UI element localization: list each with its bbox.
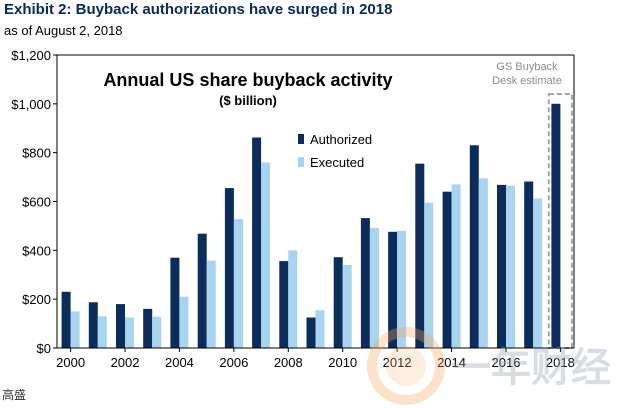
- bar-authorized-2002: [116, 304, 125, 348]
- y-tick-label: $0: [37, 341, 51, 356]
- bar-executed-2008: [288, 250, 298, 348]
- bar-authorized-2013: [415, 163, 425, 348]
- bar-authorized-2004: [170, 257, 180, 348]
- bar-authorized-2012: [388, 231, 398, 348]
- bar-executed-2005: [206, 260, 216, 348]
- bar-authorized-2017: [524, 181, 534, 348]
- bar-authorized-2003: [143, 308, 153, 348]
- y-tick-label: $400: [22, 243, 51, 258]
- estimate-annotation-line1: GS Buyback: [496, 61, 558, 73]
- bar-executed-2000: [70, 311, 80, 348]
- bar-executed-2003: [152, 316, 162, 348]
- estimate-annotation-line2: Desk estimate: [492, 75, 562, 87]
- bar-executed-2001: [97, 316, 107, 348]
- x-tick-label: 2006: [219, 355, 248, 370]
- bar-executed-2011: [369, 227, 379, 348]
- bar-executed-2016: [506, 185, 515, 348]
- x-tick-label: 2000: [56, 355, 85, 370]
- source-label: 高盛: [2, 388, 27, 402]
- bar-executed-2009: [315, 310, 325, 348]
- bar-authorized-2014: [442, 191, 452, 348]
- date-subtitle: as of August 2, 2018: [4, 23, 123, 38]
- watermark-logo: 一年财经: [367, 327, 611, 405]
- watermark-circle-icon: [367, 327, 445, 405]
- bar-executed-2010: [342, 265, 352, 348]
- chart-unit-subtitle: ($ billion): [219, 93, 277, 108]
- bar-authorized-2010: [333, 257, 343, 348]
- y-tick-label: $1,200: [11, 48, 51, 63]
- x-tick-label: 2002: [111, 355, 140, 370]
- bar-authorized-2001: [88, 302, 98, 348]
- bar-authorized-2000: [61, 291, 71, 348]
- y-tick-label: $1,000: [11, 97, 51, 112]
- bar-executed-2007: [261, 162, 271, 348]
- y-tick-label: $600: [22, 195, 51, 210]
- bar-executed-2013: [424, 202, 434, 348]
- bar-authorized-2016: [497, 184, 506, 348]
- y-tick-label: $200: [22, 292, 51, 307]
- bar-executed-2004: [179, 296, 189, 348]
- watermark-inner-icon: [386, 346, 426, 386]
- bar-authorized-2009: [306, 317, 316, 348]
- exhibit-title: Exhibit 2: Buyback authorizations have s…: [4, 1, 393, 18]
- bar-executed-2015: [478, 178, 488, 348]
- legend-swatch-executed: [298, 157, 304, 167]
- x-tick-label: 2008: [274, 355, 303, 370]
- legend-label-authorized: Authorized: [310, 132, 372, 147]
- bar-authorized-2007: [252, 137, 262, 348]
- bar-executed-2012: [397, 230, 407, 348]
- bars-layer: [61, 103, 561, 348]
- legend-label-executed: Executed: [310, 155, 364, 170]
- bar-authorized-2018: [551, 103, 561, 348]
- x-tick-label: 2018: [546, 355, 575, 370]
- axis-layer: [56, 54, 575, 349]
- bar-authorized-2008: [279, 261, 289, 348]
- x-tick-label: 2014: [437, 355, 466, 370]
- legend-swatch-authorized: [298, 134, 304, 144]
- x-tick-label: 2012: [383, 355, 412, 370]
- chart-title: Annual US share buyback activity: [103, 70, 392, 90]
- x-tick-label: 2010: [328, 355, 357, 370]
- bar-executed-2006: [233, 219, 243, 348]
- watermark-text: 一年财经: [451, 346, 611, 390]
- x-tick-label: 2016: [492, 355, 521, 370]
- bar-authorized-2015: [469, 145, 479, 348]
- bar-executed-2002: [125, 317, 134, 348]
- bar-authorized-2006: [224, 188, 234, 348]
- x-tick-label: 2004: [165, 355, 194, 370]
- y-tick-label: $800: [22, 146, 51, 161]
- bar-executed-2014: [451, 184, 461, 348]
- ticks-layer: $0 $200 $400 $600 $800 $1,000 $1,200 2000 2002 20…: [11, 48, 575, 370]
- bar-executed-2017: [533, 198, 543, 348]
- bar-authorized-2011: [360, 218, 370, 348]
- bar-authorized-2005: [197, 233, 207, 348]
